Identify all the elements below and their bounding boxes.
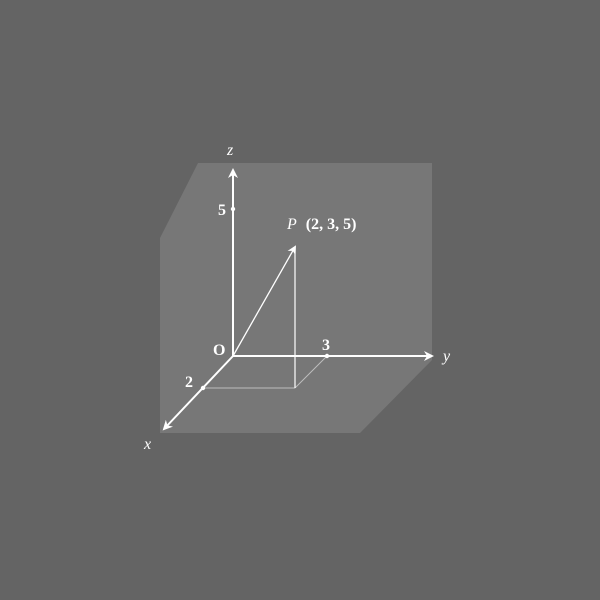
- point-label: P (2, 3, 5): [286, 216, 356, 233]
- vector-op: [232, 245, 296, 357]
- projection-line-side: [294, 355, 328, 389]
- y-tick-label: 3: [322, 337, 330, 354]
- z-axis-label: z: [226, 142, 234, 159]
- bounding-box-shape: [160, 163, 432, 433]
- tick-dot-z: [230, 206, 236, 212]
- z-tick-label: 5: [218, 202, 226, 219]
- point-name: P: [286, 216, 297, 233]
- x-tick-label: 2: [185, 374, 193, 391]
- origin-label: O: [213, 342, 225, 359]
- tick-dot-y: [324, 353, 330, 359]
- point-coordinates: (2, 3, 5): [306, 216, 357, 233]
- tick-dot-x: [200, 385, 206, 391]
- x-axis-label: x: [143, 436, 151, 453]
- x-axis: [162, 355, 234, 431]
- y-axis-label: y: [441, 348, 451, 365]
